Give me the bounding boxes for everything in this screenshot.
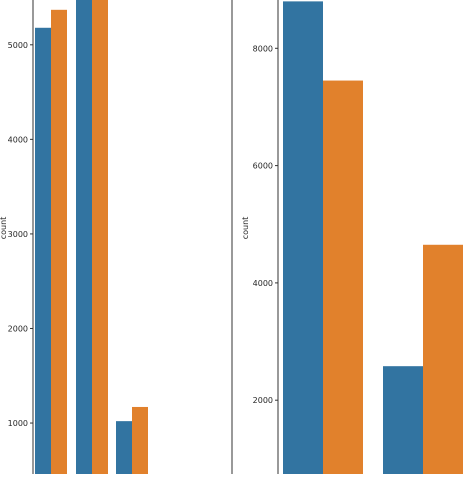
y-tick-label-0-3: 4000	[8, 135, 28, 144]
y-axis-label-1: count	[241, 217, 250, 240]
y-tick-label-1-3: 8000	[253, 44, 273, 53]
bar-p0-s0-c0	[35, 27, 51, 474]
bar-p0-s1-c0	[51, 9, 67, 474]
bar-p0-s1-c2	[132, 406, 148, 474]
y-tick-label-0-4: 5000	[8, 41, 28, 50]
bar-p0-s0-c2	[116, 421, 132, 474]
y-tick-label-0-0: 1000	[8, 419, 28, 428]
right-chart-panel: 2000 4000 6000 8000 count	[241, 0, 463, 475]
bar-p0-s0-c1	[76, 0, 92, 474]
bar-p1-s1-c1	[423, 244, 463, 474]
y-tick-label-1-2: 6000	[253, 162, 273, 171]
y-tick-label-1-0: 2000	[253, 396, 273, 405]
bar-p0-s1-c1	[92, 0, 108, 474]
bar-p1-s0-c1	[383, 366, 423, 474]
y-axis-label-0: count	[0, 217, 8, 240]
bar-p1-s0-c0	[283, 1, 323, 474]
left-chart-panel: 1000 2000 3000 4000 5000 count	[0, 0, 233, 474]
y-tick-label-0-1: 2000	[8, 324, 28, 333]
y-tick-label-0-2: 3000	[8, 230, 28, 239]
y-tick-label-1-1: 4000	[253, 279, 273, 288]
bar-p1-s1-c0	[323, 80, 363, 475]
